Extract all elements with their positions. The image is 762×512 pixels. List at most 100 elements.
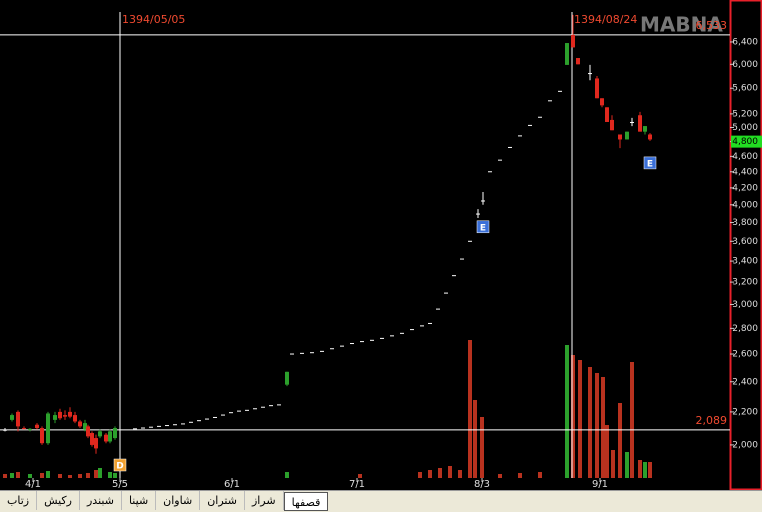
chart: MABNA 2,000 2,200 2,400 2,600 2,800 3,000 3,20… [0,0,762,490]
cursor-label: 1394/08/24 [574,13,637,26]
y-tick-label: 3,800 [732,218,758,228]
symbol-tab[interactable]: شتران [200,491,245,510]
event-marker [113,458,127,472]
candle-body [571,34,575,48]
candle-body [68,411,72,417]
volume-bar [94,470,98,478]
volume-bar [618,403,622,478]
volume-bar [625,452,629,478]
candle-body [58,411,62,419]
volume-bar [458,470,462,478]
volume-bar [68,475,72,478]
volume-bar [630,362,634,478]
symbol-tab[interactable]: زتاب [0,491,38,510]
candle-body [46,413,50,444]
volume-bar [638,460,642,478]
candle-body [648,134,652,140]
volume-bar [78,474,82,478]
candle-body [638,115,642,132]
candle-body [35,424,39,429]
volume-bar [86,473,90,478]
y-tick-label: 3,200 [732,278,758,288]
volume-bar [518,473,522,478]
candle-body [22,428,26,430]
volume-bar [108,472,112,478]
y-tick-label: 3,600 [732,237,758,247]
candle-body [108,431,112,442]
y-tick-label: 4,200 [732,183,758,193]
symbol-tab[interactable]: شراز [245,491,284,510]
symbol-tab[interactable]: قصفها [283,492,329,511]
volume-bar [438,468,442,478]
volume-bar [480,417,484,478]
y-tick-label: 2,200 [732,407,758,417]
candle-body [90,433,94,445]
symbol-tab[interactable]: شاوان [156,491,201,510]
volume-bar [10,473,14,478]
volume-bar [601,377,605,478]
chart-background [0,0,762,490]
volume-bar [605,425,609,478]
volume-bar [565,345,569,478]
candle-body [285,371,289,385]
event-label: E [647,159,653,169]
candle-body [605,107,609,122]
symbol-tab[interactable]: شبندر [80,491,122,510]
y-tick-label: 5,600 [732,84,758,94]
candle-body [3,429,7,431]
volume-bar [58,474,62,478]
volume-bar [285,472,289,478]
event-marker [643,156,657,170]
x-tick-label: 6/1 [224,479,240,490]
candle-body [53,415,57,420]
y-tick-label: 3,000 [732,300,758,310]
candle-body [576,58,580,65]
volume-bar [28,474,32,478]
last-price-box [731,135,762,148]
volume-bar [358,474,362,478]
symbol-tabs: زتاب رکیش شبندر شپنا شاوان شتران شراز قصفها [0,490,762,512]
candle-body [98,431,102,437]
cursor-label: 1394/05/05 [122,13,185,26]
candle-body [630,121,634,123]
price-axis-panel [729,0,762,490]
y-tick-label: 5,200 [732,109,758,119]
candle-body [10,415,14,420]
y-tick-label: 2,800 [732,324,758,334]
candle-body [113,428,117,439]
candle-body [104,434,108,442]
volume-bar [473,400,477,478]
y-tick-label: 4,600 [732,152,758,162]
candle-body [83,423,87,430]
x-tick-label: 4/1 [25,479,41,490]
candle-body [476,213,480,215]
candle-body [643,126,647,132]
y-tick-label: 2,400 [732,377,758,387]
y-tick-label: 4,400 [732,167,758,177]
volume-bar [595,373,599,478]
volume-bar [588,367,592,478]
candle-body [565,43,569,65]
volume-bar [16,472,20,478]
volume-bar [468,340,472,478]
candle-body [78,421,82,427]
last-price-label: 4,800 [732,137,758,147]
symbol-tab[interactable]: رکیش [37,491,80,510]
candle-body [16,411,20,427]
y-tick-label: 6,000 [732,60,758,70]
volume-bar [113,473,117,478]
volume-bar [3,474,7,478]
candle-body [28,428,32,430]
volume-bar [498,474,502,478]
symbol-tab[interactable]: شپنا [122,491,157,510]
volume-bar [648,462,652,478]
candle-body [618,134,622,140]
candle-body [73,415,77,422]
watermark: MABNA [640,13,723,37]
x-tick-label: 9/1 [592,479,608,490]
y-tick-label: 2,000 [732,440,758,450]
candle-body [588,73,592,75]
volume-bar [448,466,452,478]
candle-body [625,131,629,140]
